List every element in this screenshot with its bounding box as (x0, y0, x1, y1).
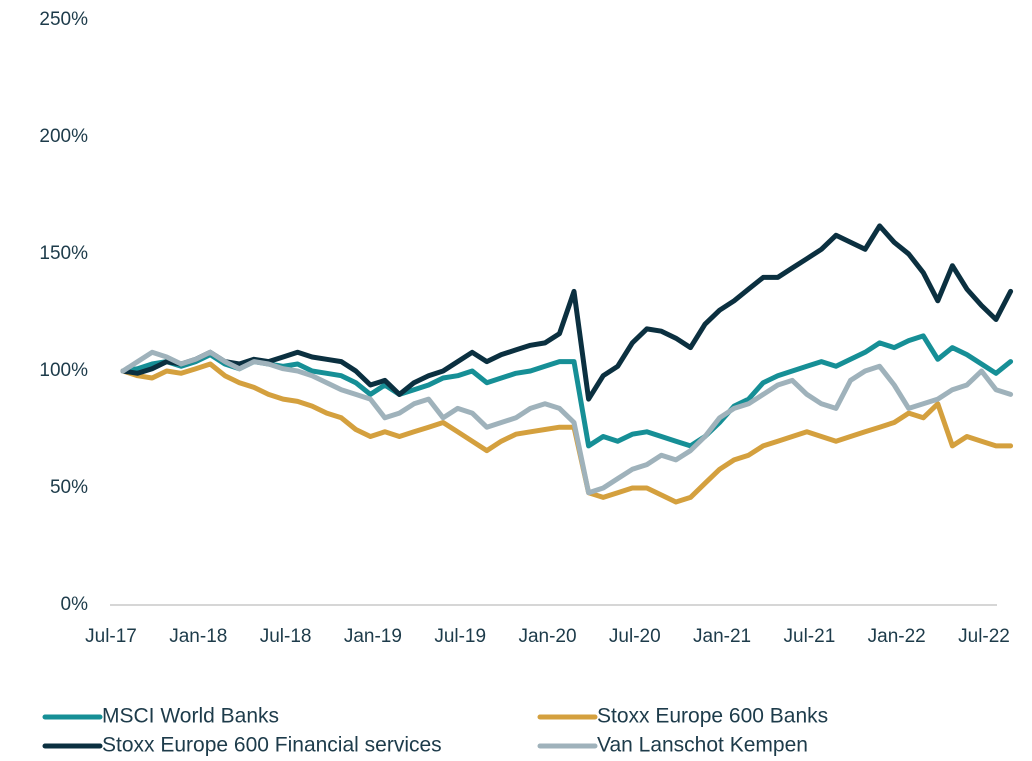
x-tick-label: Jul-22 (958, 626, 1010, 647)
series-line (120, 223, 1014, 402)
x-tick-label: Jul-20 (609, 626, 661, 647)
x-tick-label: Jan-21 (693, 626, 751, 647)
legend-label: Stoxx Europe 600 Banks (597, 705, 828, 728)
series-line (120, 349, 1014, 496)
x-tick-label: Jan-18 (169, 626, 227, 647)
x-tick-label: Jan-20 (518, 626, 576, 647)
legend-label: MSCI World Banks (102, 705, 279, 728)
x-tick-label: Jan-22 (868, 626, 926, 647)
y-tick-label: 150% (39, 243, 88, 264)
x-tick-label: Jul-18 (260, 626, 312, 647)
series-line (120, 361, 1014, 505)
legend-label: Van Lanschot Kempen (597, 734, 808, 757)
x-tick-label: Jan-19 (344, 626, 402, 647)
x-tick-label: Jul-21 (784, 626, 836, 647)
y-tick-label: 100% (39, 360, 88, 381)
legend-label: Stoxx Europe 600 Financial services (102, 734, 442, 757)
x-tick-label: Jul-17 (85, 626, 137, 647)
x-tick-label: Jul-19 (434, 626, 486, 647)
y-tick-label: 0% (61, 594, 89, 615)
y-tick-label: 200% (39, 126, 88, 147)
y-tick-label: 50% (50, 477, 88, 498)
y-tick-label: 250% (39, 9, 88, 30)
